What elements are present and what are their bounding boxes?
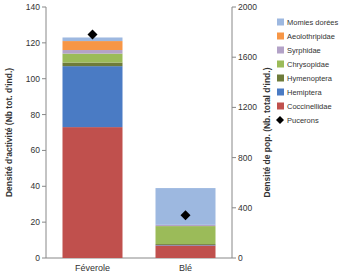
y2-tick: [232, 258, 236, 259]
legend-swatch: [277, 75, 284, 82]
y-tick-label: 60: [31, 145, 41, 155]
y-tick: [42, 42, 46, 43]
bar-segment: [63, 54, 123, 63]
plot-area: [63, 30, 216, 258]
y2-tick-label: 1200: [238, 102, 257, 112]
point: [181, 210, 191, 220]
y-tick: [42, 150, 46, 151]
legend-swatch: [277, 103, 284, 110]
y-tick-label: 0: [35, 253, 40, 263]
y-axis: [46, 7, 47, 258]
legend-label: Coccinellidae: [287, 102, 332, 111]
chart: 0 20 40 60 80 100 120 140 0 400 800 1200 1600 2000 Fév…: [0, 0, 347, 280]
y2-tick-label: 2000: [238, 2, 257, 12]
legend-label: Hemiptera: [287, 88, 322, 97]
bar-segment: [156, 244, 216, 246]
y-tick: [42, 222, 46, 223]
bar-segment: [156, 226, 216, 244]
y2-tick: [232, 107, 236, 108]
y2-tick-label: 400: [238, 203, 252, 213]
y2-tick-label: 0: [238, 253, 243, 263]
legend-label: Pucerons: [287, 116, 319, 125]
point: [88, 30, 98, 40]
legend-label: Aeolothripidae: [287, 32, 335, 41]
bar-segment: [63, 66, 123, 127]
x-tick-label: Blé: [179, 263, 192, 273]
legend-swatch: [277, 47, 284, 54]
y-tick-label: 140: [26, 2, 40, 12]
bar-segment: [63, 63, 123, 67]
legend-label: Syrphidae: [287, 46, 321, 55]
y-tick-label: 40: [31, 181, 41, 191]
y-tick: [42, 186, 46, 187]
x-tick-label: Féverole: [75, 263, 110, 273]
legend-label: Momies dorées: [287, 18, 339, 27]
legend-label: Hymenoptera: [287, 74, 333, 83]
bar-segment: [156, 245, 216, 258]
bar-segment: [63, 50, 123, 54]
bar-segment: [156, 188, 216, 225]
y2-axis-title: Densité de pop. (Nb. total d'ind.): [262, 67, 272, 197]
legend: Momies dorées Aeolothripidae Syrphidae Chry…: [276, 18, 339, 125]
y2-tick: [232, 207, 236, 208]
y2-tick: [232, 157, 236, 158]
y-tick-label: 100: [26, 74, 40, 84]
y-tick-label: 20: [31, 217, 41, 227]
bar-segment: [63, 127, 123, 258]
y2-tick: [232, 57, 236, 58]
legend-swatch: [277, 61, 284, 68]
y2-tick: [232, 7, 236, 8]
y2-tick-label: 800: [238, 153, 252, 163]
y-axis-title: Densité d'activité (Nb tot. d'ind.): [4, 68, 14, 197]
legend-swatch: [277, 33, 284, 40]
legend-swatch: [277, 19, 284, 26]
y-tick: [42, 7, 46, 8]
y-tick-label: 120: [26, 38, 40, 48]
bar-segment: [63, 41, 123, 50]
y2-tick-label: 1600: [238, 52, 257, 62]
y-tick: [42, 114, 46, 115]
y2-axis: [232, 7, 233, 258]
legend-swatch: [277, 89, 284, 96]
y-tick: [42, 78, 46, 79]
bar-segment: [156, 225, 216, 226]
y-tick: [42, 258, 46, 259]
legend-marker: [276, 116, 284, 124]
y-tick-label: 80: [31, 110, 41, 120]
legend-label: Chrysopidae: [287, 60, 329, 69]
